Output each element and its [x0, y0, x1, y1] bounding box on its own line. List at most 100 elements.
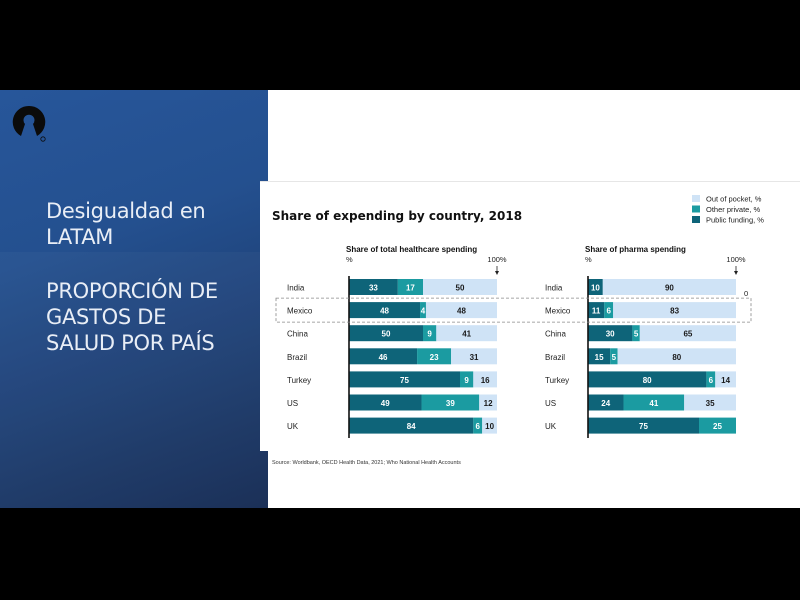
bar-segment — [473, 371, 497, 388]
bar-segment — [715, 371, 736, 388]
data-label: 46 — [379, 353, 388, 362]
bar-segment — [423, 325, 437, 342]
bar-segment — [588, 348, 611, 365]
chart-title: Share of expending by country, 2018 — [272, 209, 522, 223]
data-label: 48 — [380, 307, 389, 316]
open-source-keyhole-logo-icon — [12, 105, 46, 142]
panel-title: Share of total healthcare spending — [346, 245, 477, 254]
data-label: 50 — [382, 330, 391, 339]
data-label: 84 — [407, 422, 416, 431]
bar-segment — [588, 394, 624, 411]
data-label: 10 — [485, 422, 494, 431]
bar-segment — [610, 348, 618, 365]
data-label: 41 — [649, 399, 658, 408]
data-label: 49 — [381, 399, 390, 408]
max-arrow-head-icon — [495, 271, 499, 275]
data-label: 39 — [446, 399, 455, 408]
panel-unit: % — [585, 255, 592, 264]
category-label: India — [545, 284, 563, 293]
slide-subtitle-line: GASTOS DE — [46, 305, 167, 329]
bar-segment — [349, 302, 421, 319]
bar-segment — [397, 279, 423, 295]
slide-title-line: Desigualdad en — [46, 199, 206, 223]
title-panel: Desigualdad en LATAM PROPORCIÓN DE GASTO… — [0, 90, 268, 508]
data-label: 10 — [591, 284, 600, 293]
chart-legend: Out of pocket, %Other private, % Public f… — [692, 195, 764, 225]
data-label: 11 — [592, 307, 601, 316]
bar-segment — [588, 279, 603, 295]
bar-segment — [613, 302, 736, 319]
bar-segment — [425, 302, 497, 319]
data-label: 75 — [400, 376, 409, 385]
slide-subtitle-line: SALUD POR PAÍS — [46, 331, 215, 355]
data-label: 65 — [683, 330, 692, 339]
bar-segment — [420, 302, 426, 319]
bar-segment — [349, 348, 418, 365]
panel-max-label: 100% — [726, 255, 746, 264]
chart-panel-2: Share of pharma spending% 100% India 10 90 Me… — [545, 245, 748, 438]
chart-panels: Share of total healthcare spending% 100% I… — [275, 245, 752, 438]
slide-subtitle-line: PROPORCIÓN DE — [46, 279, 218, 303]
data-label: 24 — [601, 399, 610, 408]
legend-label: Other private, % — [706, 205, 761, 214]
highlight-box — [275, 297, 752, 323]
data-label: 41 — [462, 330, 471, 339]
data-label: 15 — [595, 353, 604, 362]
category-label: Brazil — [287, 353, 307, 362]
legend-label: Out of pocket, % — [706, 195, 762, 204]
data-label: 4 — [421, 307, 426, 316]
category-label: Brazil — [545, 353, 565, 362]
category-label: China — [545, 330, 566, 339]
source-note: Source: Worldbank, OECD Health Data, 202… — [272, 460, 461, 466]
bar-segment — [417, 348, 452, 365]
bar-segment — [436, 325, 497, 342]
data-label: 83 — [670, 307, 679, 316]
legend-swatch — [692, 216, 700, 223]
stacked-bar-chart: Share of expending by country, 2018 Out … — [272, 195, 764, 438]
slide-title-line: LATAM — [46, 225, 114, 249]
data-label: 50 — [456, 284, 465, 293]
bar-segment — [451, 348, 497, 365]
bar-segment — [423, 279, 497, 295]
data-label: 5 — [634, 330, 639, 339]
bar-segment — [479, 394, 497, 411]
chart-panel: Share of expending by country, 2018 Out … — [260, 181, 800, 451]
data-label: 6 — [709, 376, 714, 385]
legend-swatch — [692, 205, 700, 213]
bar-segment — [699, 417, 736, 434]
panel-unit: % — [346, 255, 353, 264]
category-label: Turkey — [545, 376, 569, 385]
category-label: UK — [287, 422, 299, 431]
bar-segment — [639, 325, 736, 342]
data-label: 6 — [606, 307, 611, 316]
bar-segment — [684, 394, 736, 411]
category-label: UK — [545, 422, 557, 431]
data-label: 48 — [457, 307, 466, 316]
category-label: India — [287, 284, 305, 293]
category-label: US — [287, 399, 298, 408]
data-label: 12 — [484, 399, 493, 408]
data-label: 9 — [464, 376, 469, 385]
bar-segment — [349, 279, 398, 295]
bar-segment — [588, 371, 707, 388]
bar-segment — [706, 371, 716, 388]
bar-segment — [602, 279, 736, 295]
category-label: China — [287, 330, 308, 339]
slide: Desigualdad en LATAM PROPORCIÓN DE GASTO… — [0, 90, 800, 508]
bar-segment — [349, 325, 423, 342]
bar-segment — [482, 417, 497, 434]
data-label: 23 — [430, 353, 439, 362]
bar-segment — [604, 302, 614, 319]
slide-title: Desigualdad en LATAM — [46, 198, 206, 250]
category-label: US — [545, 399, 556, 408]
bar-segment — [421, 394, 480, 411]
data-label: 14 — [721, 376, 730, 385]
data-label: 30 — [606, 330, 615, 339]
bar-segment — [460, 371, 474, 388]
bar-segment — [473, 417, 483, 434]
category-label: Turkey — [287, 376, 311, 385]
max-arrow-head-icon — [734, 271, 738, 275]
data-label: 16 — [481, 376, 490, 385]
legend-label: Public funding, % — [706, 216, 764, 225]
data-label: 5 — [612, 353, 617, 362]
